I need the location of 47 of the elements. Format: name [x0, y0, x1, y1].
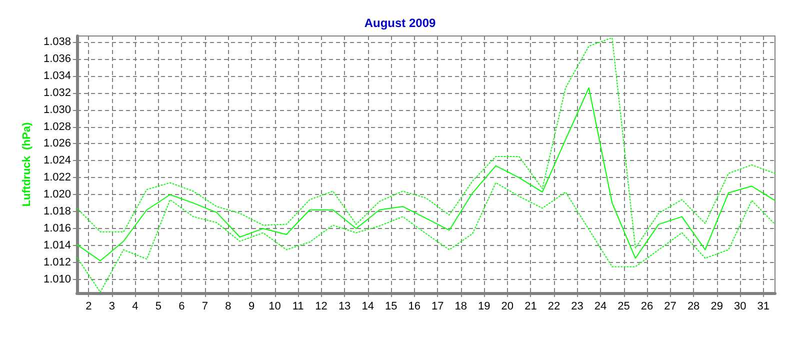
x-tick-label: 23	[571, 300, 584, 312]
x-tick-label: 24	[594, 300, 607, 312]
x-tick-label: 4	[132, 300, 138, 312]
x-tick-label: 25	[618, 300, 630, 312]
y-tick-label: 1.018	[43, 206, 71, 218]
x-tick-label: 8	[225, 300, 232, 312]
y-tick-label: 1.038	[43, 36, 71, 48]
chart-title: August 2009	[364, 16, 436, 30]
y-tick-label: 1.032	[43, 86, 71, 99]
y-axis-title: Luftdruck (hPa)	[21, 122, 34, 207]
x-tick-label: 22	[548, 300, 560, 312]
y-tick-label: 1.030	[43, 104, 71, 116]
x-tick-label: 2	[86, 300, 92, 312]
x-tick-label: 12	[315, 300, 328, 312]
y-tick-label: 1.022	[43, 172, 71, 184]
x-tick-label: 3	[108, 300, 115, 312]
x-tick-label: 17	[432, 300, 444, 312]
x-tick-label: 30	[734, 300, 746, 312]
x-tick-label: 29	[710, 300, 723, 312]
y-tick-label: 1.026	[43, 138, 71, 150]
y-tick-label: 1.028	[43, 120, 71, 133]
x-tick-label: 9	[248, 300, 255, 312]
x-tick-label: 31	[757, 300, 770, 312]
x-tick-label: 18	[454, 300, 468, 312]
y-tick-label: 1.012	[43, 256, 71, 268]
x-tick-label: 6	[178, 300, 185, 312]
x-tick-label: 14	[362, 300, 374, 312]
y-tick-label: 1.014	[43, 240, 71, 252]
x-tick-label: 5	[155, 300, 162, 312]
x-tick-label: 28	[687, 300, 700, 312]
y-tick-label: 1.020	[43, 188, 71, 201]
x-tick-label: 7	[202, 300, 208, 312]
y-tick-label: 1.036	[43, 52, 71, 65]
x-tick-label: 27	[664, 300, 676, 312]
x-tick-label: 11	[292, 300, 304, 312]
x-tick-label: 15	[384, 300, 398, 312]
x-tick-label: 20	[501, 300, 514, 312]
x-tick-label: 10	[268, 300, 281, 312]
y-tick-label: 1.016	[43, 222, 71, 235]
x-tick-label: 26	[640, 300, 654, 312]
y-tick-label: 1.034	[43, 70, 71, 82]
x-tick-label: 16	[408, 300, 420, 312]
x-tick-label: 21	[524, 300, 537, 312]
x-tick-label: 13	[338, 300, 351, 312]
x-tick-label: 19	[478, 300, 490, 312]
y-tick-label: 1.024	[43, 154, 71, 167]
y-tick-label: 1.010	[43, 273, 71, 286]
